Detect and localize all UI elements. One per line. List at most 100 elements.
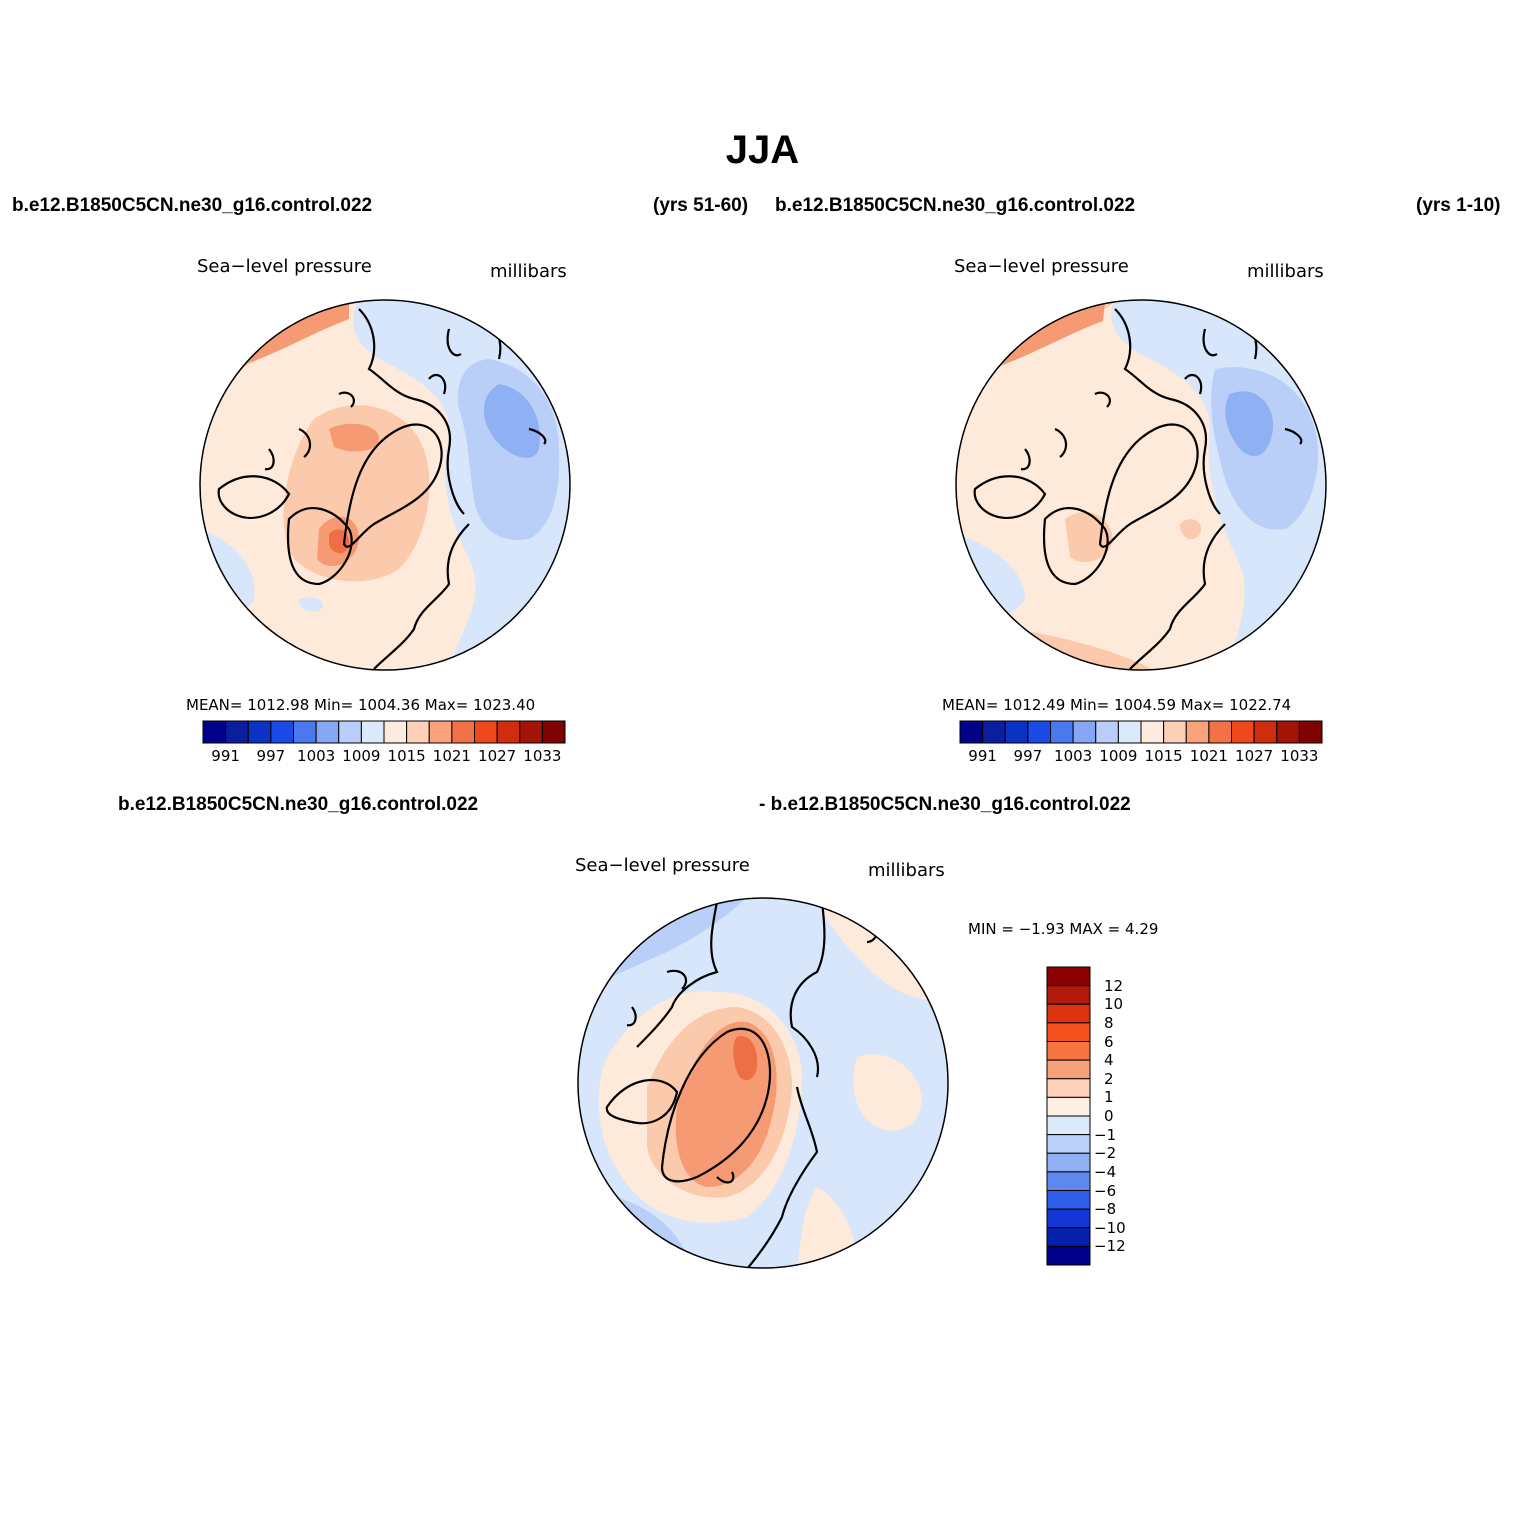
panel1-case-name: b.e12.B1850C5CN.ne30_g16.control.022 [12, 195, 373, 216]
colorbar-box [202, 720, 227, 744]
panel2-colorbar [959, 720, 1323, 744]
panel3-colorbar-labels: 12 10 8 6 4 2 1 0 −1 −2 −4 −6 −8 −10 −12 [1094, 967, 1156, 1265]
colorbar-box [1046, 1190, 1091, 1210]
colorbar-tick-label: −12 [1094, 1237, 1126, 1256]
panel2-variable: Sea−level pressure [954, 256, 1129, 277]
colorbar-tick-label: 1009 [342, 747, 381, 765]
panel3-units: millibars [868, 860, 945, 881]
colorbar-tick-label: −10 [1094, 1218, 1126, 1237]
colorbar-tick-label: 1021 [432, 747, 471, 765]
colorbar-tick-label: 6 [1104, 1032, 1114, 1051]
colorbar-tick-label: 1027 [1235, 747, 1274, 765]
colorbar-box [293, 720, 317, 744]
colorbar-box [1117, 720, 1142, 744]
colorbar-box [1046, 1152, 1091, 1173]
colorbar-box [1276, 720, 1300, 744]
colorbar-tick-label: 1015 [387, 747, 426, 765]
panel2-units: millibars [1247, 261, 1324, 282]
colorbar-box [982, 720, 1006, 744]
colorbar-box [1046, 1227, 1091, 1247]
panel3-colorbar [1046, 966, 1091, 1266]
panel1-polar-map [199, 299, 571, 671]
colorbar-box [1046, 1245, 1091, 1266]
colorbar-box [1208, 720, 1233, 744]
colorbar-box [1046, 1041, 1091, 1061]
panel1-colorbar [202, 720, 566, 744]
colorbar-box [474, 720, 498, 744]
colorbar-tick-label: 8 [1104, 1013, 1114, 1032]
panel2-stats: MEAN= 1012.49 Min= 1004.59 Max= 1022.74 [942, 696, 1292, 714]
colorbar-tick-label: 997 [1013, 747, 1043, 765]
colorbar-box [496, 720, 521, 744]
colorbar-tick-label: −8 [1094, 1200, 1117, 1219]
colorbar-box [1163, 720, 1187, 744]
colorbar-box [1046, 1115, 1091, 1136]
colorbar-box [1072, 720, 1097, 744]
colorbar-box [1046, 1078, 1091, 1098]
colorbar-box [225, 720, 249, 744]
colorbar-tick-label: 2 [1104, 1069, 1114, 1088]
panel3-difference-map [577, 897, 949, 1269]
colorbar-box [519, 720, 543, 744]
colorbar-tick-label: 1009 [1099, 747, 1138, 765]
colorbar-tick-label: 1003 [297, 747, 336, 765]
colorbar-tick-label: 1033 [523, 747, 562, 765]
colorbar-tick-label: 1027 [478, 747, 517, 765]
colorbar-box [1004, 720, 1029, 744]
colorbar-box [1095, 720, 1119, 744]
colorbar-box [360, 720, 385, 744]
colorbar-tick-label: 0 [1104, 1107, 1114, 1125]
panel1-variable: Sea−level pressure [197, 256, 372, 277]
colorbar-box [1046, 1022, 1091, 1043]
colorbar-box [1298, 720, 1323, 744]
panel1-colorbar-labels: 991 997 1003 1009 1015 1021 1027 1033 [203, 747, 565, 767]
colorbar-box [315, 720, 340, 744]
panel1-years: (yrs 51-60) [653, 195, 749, 216]
colorbar-tick-label: −1 [1094, 1125, 1117, 1144]
colorbar-box [1050, 720, 1074, 744]
colorbar-box [383, 720, 408, 744]
panel1-stats: MEAN= 1012.98 Min= 1004.36 Max= 1023.40 [186, 696, 536, 714]
colorbar-box [1185, 720, 1210, 744]
panel2-years: (yrs 1-10) [1416, 195, 1501, 216]
colorbar-box [270, 720, 295, 744]
panel2-case-name: b.e12.B1850C5CN.ne30_g16.control.022 [775, 195, 1136, 216]
colorbar-box [1140, 720, 1165, 744]
colorbar-box [1046, 985, 1091, 1005]
panel3-case-name-subtracted: - b.e12.B1850C5CN.ne30_g16.control.022 [759, 794, 1131, 815]
colorbar-tick-label: 1021 [1189, 747, 1228, 765]
panel2-polar-map [955, 299, 1327, 671]
colorbar-box [1046, 1059, 1091, 1080]
colorbar-box [338, 720, 362, 744]
colorbar-box [1046, 1208, 1091, 1229]
colorbar-tick-label: −2 [1094, 1144, 1117, 1163]
colorbar-tick-label: 1003 [1054, 747, 1093, 765]
panel3-variable: Sea−level pressure [575, 855, 750, 876]
colorbar-box [1046, 1171, 1091, 1192]
colorbar-box [451, 720, 476, 744]
colorbar-tick-label: 10 [1104, 995, 1124, 1014]
colorbar-box [1027, 720, 1052, 744]
colorbar-box [1231, 720, 1255, 744]
colorbar-tick-label: 12 [1104, 976, 1124, 995]
colorbar-tick-label: −4 [1094, 1162, 1117, 1181]
colorbar-tick-label: 991 [968, 747, 997, 765]
colorbar-tick-label: −6 [1094, 1181, 1117, 1200]
colorbar-tick-label: 1015 [1144, 747, 1183, 765]
page-title: JJA [725, 128, 800, 172]
panel3-stats: MIN = −1.93 MAX = 4.29 [968, 920, 1159, 938]
colorbar-box [428, 720, 453, 744]
colorbar-tick-label: 4 [1104, 1051, 1114, 1070]
colorbar-tick-label: 991 [211, 747, 240, 765]
colorbar-tick-label: 1033 [1280, 747, 1319, 765]
panel2-colorbar-labels: 991 997 1003 1009 1015 1021 1027 1033 [960, 747, 1322, 767]
colorbar-box [959, 720, 984, 744]
colorbar-box [541, 720, 566, 744]
panel3-case-name: b.e12.B1850C5CN.ne30_g16.control.022 [118, 794, 479, 815]
colorbar-box [1253, 720, 1278, 744]
colorbar-box [247, 720, 272, 744]
colorbar-box [406, 720, 430, 744]
colorbar-box [1046, 966, 1091, 987]
colorbar-tick-label: 1 [1104, 1088, 1114, 1107]
colorbar-tick-label: 997 [256, 747, 286, 765]
